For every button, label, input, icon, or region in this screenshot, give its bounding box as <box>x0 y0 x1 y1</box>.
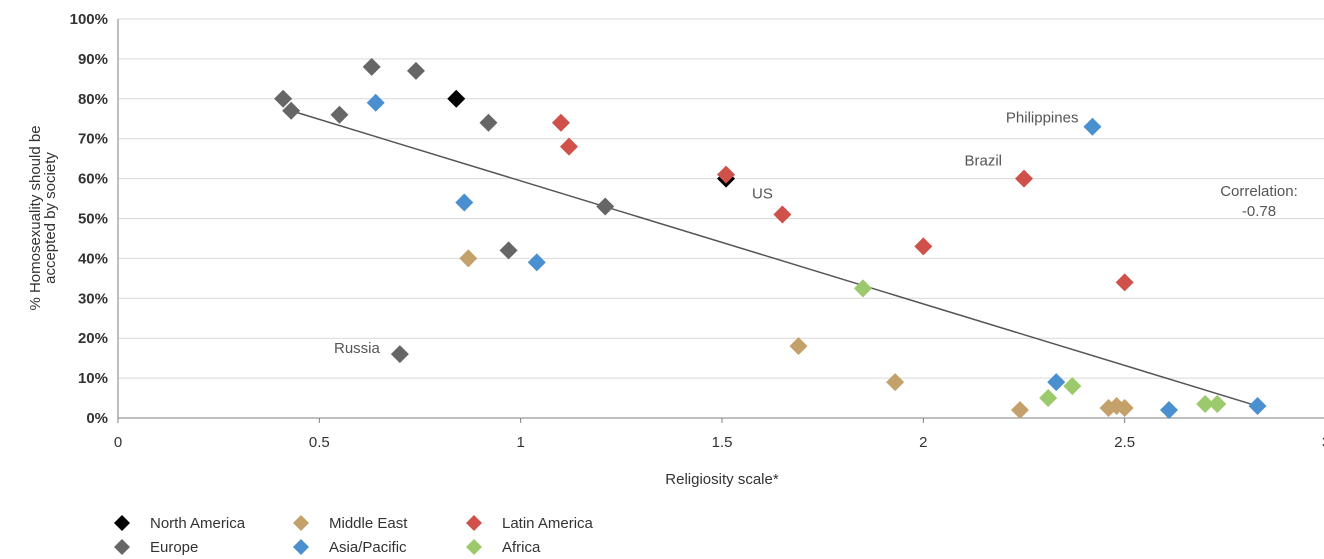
data-point-europe <box>274 89 293 108</box>
data-point-middle-east <box>886 373 905 392</box>
x-tick-label: 2 <box>919 434 927 451</box>
legend-marker <box>293 539 309 555</box>
data-point-europe <box>596 197 615 216</box>
data-point-europe <box>499 241 518 260</box>
data-point-africa <box>1208 395 1227 414</box>
y-tick-label: 80% <box>78 91 108 108</box>
point-annotation: US <box>752 186 773 203</box>
data-point-europe <box>282 101 301 120</box>
y-tick-label: 10% <box>78 370 108 387</box>
annotations: Philippines Brazil US Russia <box>334 110 1078 357</box>
x-tick-label: 1.5 <box>712 434 733 451</box>
x-axis-title: Religiosity scale* <box>665 471 779 488</box>
data-point-africa <box>1063 377 1082 396</box>
x-tick-label: 1 <box>516 434 524 451</box>
y-axis-title-line-2: accepted by society <box>42 152 59 284</box>
axes <box>117 19 1324 423</box>
legend-label: Middle East <box>329 515 408 532</box>
data-point-europe <box>479 113 498 132</box>
x-tick-label: 3 <box>1322 434 1324 451</box>
data-point-europe <box>362 57 381 76</box>
data-point-europe <box>406 61 425 80</box>
y-tick-label: 0% <box>86 410 108 427</box>
data-point-europe <box>330 105 349 124</box>
y-tick-label: 30% <box>78 290 108 307</box>
grid-lines <box>118 18 1324 379</box>
data-point-latin-america <box>1015 169 1033 188</box>
trendline <box>290 110 1258 407</box>
data-points <box>274 57 1267 420</box>
y-tick-labels: 0% 10% 20% 30% 40% 50% 60% 70% 80% 90% 100% <box>70 11 108 427</box>
y-tick-label: 100% <box>70 11 108 28</box>
x-tick-label: 0.5 <box>309 434 330 451</box>
data-point-latin-america <box>551 113 570 132</box>
legend: North America Europe Middle East Asia/Pacif… <box>114 515 594 556</box>
legend-marker <box>466 539 482 555</box>
legend-marker <box>114 539 130 555</box>
data-point-africa <box>1039 389 1058 408</box>
y-tick-label: 50% <box>78 211 108 228</box>
legend-marker <box>466 515 482 531</box>
trendline-segment <box>290 110 1258 407</box>
data-point-north-america <box>447 89 466 108</box>
y-tick-label: 40% <box>78 250 108 267</box>
data-point-asia-pacific <box>527 253 546 272</box>
data-point-asia-pacific <box>455 193 474 212</box>
data-point-middle-east <box>1010 401 1029 420</box>
data-point-europe <box>390 345 409 364</box>
data-point-asia-pacific <box>1047 373 1066 392</box>
x-tick-label: 0 <box>114 434 122 451</box>
data-point-middle-east <box>459 249 478 268</box>
data-point-asia-pacific <box>1159 401 1178 420</box>
x-tick-label: 2.5 <box>1114 434 1135 451</box>
data-point-latin-america <box>773 205 792 224</box>
data-point-middle-east <box>1115 399 1134 418</box>
legend-marker <box>293 515 309 531</box>
data-point-latin-america <box>914 237 933 256</box>
y-tick-label: 60% <box>78 171 108 188</box>
x-tick-labels: 0 0.5 1 1.5 2 2.5 3 <box>114 434 1324 451</box>
data-point-latin-america <box>717 165 736 184</box>
y-axis-title-line-1: % Homosexuality should be <box>27 125 44 310</box>
correlation-value: -0.78 <box>1242 203 1276 220</box>
legend-label: Africa <box>502 539 541 556</box>
y-tick-label: 90% <box>78 51 108 68</box>
legend-label: Asia/Pacific <box>329 539 407 556</box>
data-point-latin-america <box>1115 273 1134 292</box>
data-point-asia-pacific <box>366 93 385 112</box>
data-point-africa <box>853 279 872 298</box>
data-point-middle-east <box>789 337 808 356</box>
correlation-label: Correlation: <box>1220 183 1298 200</box>
legend-label: Europe <box>150 539 198 556</box>
data-point-africa <box>1196 395 1215 414</box>
point-annotation: Russia <box>334 340 381 357</box>
y-tick-label: 20% <box>78 330 108 347</box>
data-point-latin-america <box>559 137 578 156</box>
point-annotation: Philippines <box>1006 110 1079 127</box>
data-point-asia-pacific <box>1083 117 1102 136</box>
y-tick-label: 70% <box>78 131 108 148</box>
legend-marker <box>114 515 130 531</box>
legend-label: Latin America <box>502 515 594 532</box>
legend-label: North America <box>150 515 246 532</box>
data-point-asia-pacific <box>1248 397 1267 416</box>
point-annotation: Brazil <box>964 153 1002 170</box>
